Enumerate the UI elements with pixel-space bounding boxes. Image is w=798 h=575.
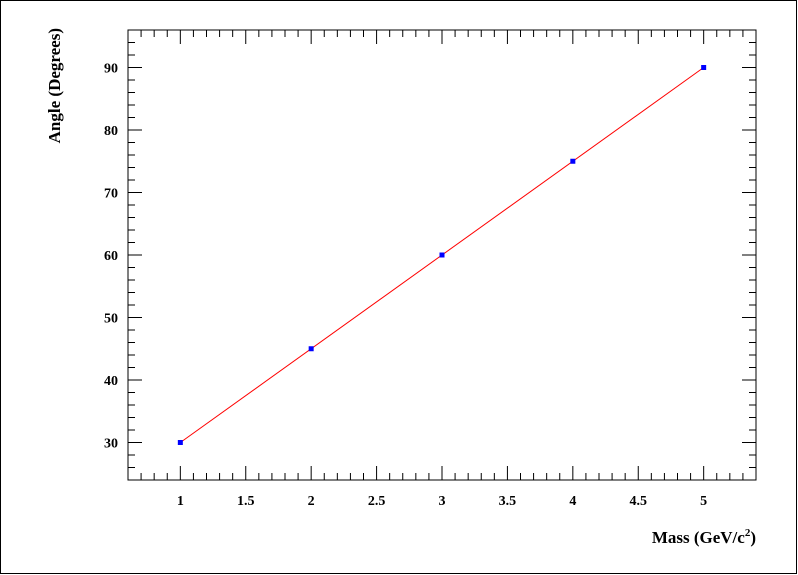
x-tick-label: 1.5: [237, 494, 255, 509]
data-point: [308, 346, 314, 352]
x-tick-label: 2: [308, 494, 315, 509]
x-tick-label: 5: [700, 494, 707, 509]
data-points: [177, 65, 707, 445]
tick-labels: 1 1.5 2 2.5 3 3.5 4 4.5 5 30 40 50 60 70 80 90: [104, 62, 707, 510]
x-tick-label: 3: [439, 494, 446, 509]
y-tick-label: 70: [104, 187, 118, 202]
x-tick-label: 2.5: [368, 494, 386, 509]
x-tick-label: 4: [569, 494, 576, 509]
x-axis-title: Mass (GeV/c2): [652, 527, 756, 547]
data-point: [439, 252, 445, 258]
x-tick-label: 3.5: [499, 494, 517, 509]
data-point: [701, 65, 707, 70]
y-axis-title: Angle (Degrees): [45, 28, 64, 143]
data-point: [570, 158, 576, 164]
y-tick-label: 40: [104, 374, 118, 389]
y-tick-label: 30: [104, 437, 118, 452]
axis-ticks: [128, 30, 756, 480]
data-point: [177, 440, 183, 445]
x-tick-label: 4.5: [630, 494, 648, 509]
y-tick-label: 80: [104, 124, 118, 139]
y-tick-label: 60: [104, 249, 118, 264]
y-tick-label: 90: [104, 62, 118, 77]
y-tick-label: 50: [104, 312, 118, 327]
x-tick-label: 1: [177, 494, 184, 509]
